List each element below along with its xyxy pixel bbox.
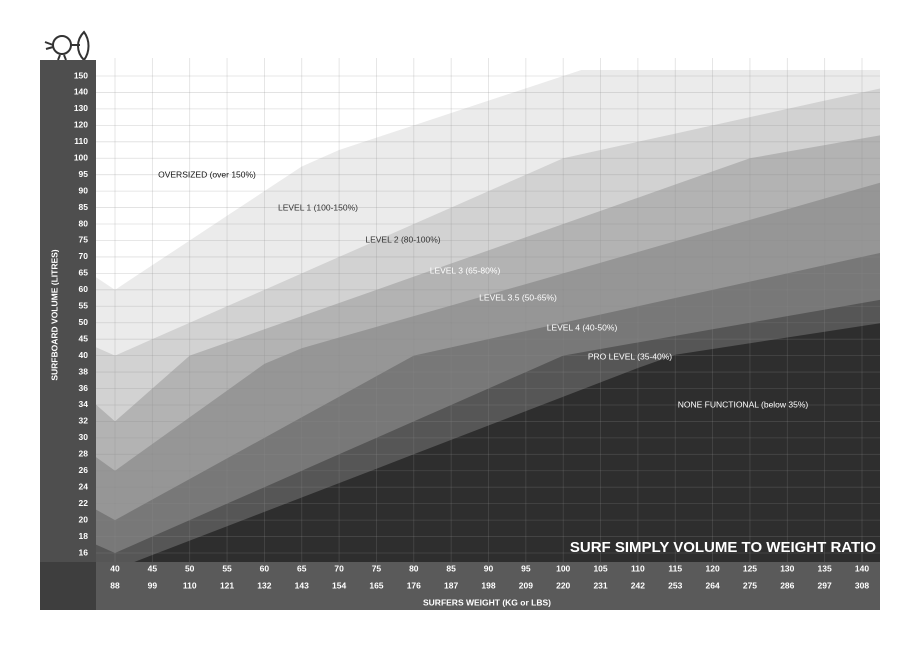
- x-tick-label: 95: [521, 563, 531, 573]
- y-tick-label: 24: [79, 481, 89, 491]
- x2-tick-label: 110: [183, 580, 197, 590]
- x-tick-label: 135: [818, 563, 832, 573]
- y-tick-label: 36: [79, 383, 89, 393]
- y-tick-label: 28: [79, 449, 89, 459]
- band-label: LEVEL 1 (100-150%): [278, 202, 358, 212]
- x-tick-label: 45: [148, 563, 158, 573]
- x2-tick-label: 99: [148, 580, 158, 590]
- band-label: LEVEL 3 (65-80%): [430, 265, 501, 275]
- y-tick-label: 40: [79, 350, 89, 360]
- y-tick-label: 20: [79, 514, 89, 524]
- x-tick-label: 115: [668, 563, 682, 573]
- x2-tick-label: 165: [369, 580, 383, 590]
- y-tick-label: 80: [79, 218, 89, 228]
- x-tick-label: 65: [297, 563, 307, 573]
- x2-tick-label: 253: [668, 580, 682, 590]
- logo: [44, 30, 90, 62]
- x2-tick-label: 297: [818, 580, 832, 590]
- x-tick-label: 105: [593, 563, 607, 573]
- x2-tick-label: 286: [780, 580, 794, 590]
- x-tick-label: 100: [556, 563, 570, 573]
- band-label: LEVEL 2 (80-100%): [365, 234, 440, 244]
- y-tick-label: 16: [79, 547, 89, 557]
- x-tick-label: 110: [631, 563, 645, 573]
- x-tick-label: 60: [260, 563, 270, 573]
- y-tick-label: 95: [79, 169, 89, 179]
- y-tick-label: 75: [79, 235, 89, 245]
- x2-tick-label: 198: [481, 580, 495, 590]
- x2-tick-label: 121: [220, 580, 234, 590]
- x-tick-label: 90: [484, 563, 494, 573]
- y-tick-label: 32: [79, 416, 89, 426]
- y-tick-label: 85: [79, 202, 89, 212]
- y-tick-label: 100: [74, 152, 88, 162]
- x2-tick-label: 209: [519, 580, 533, 590]
- y-axis-label: SURFBOARD VOLUME (LITRES): [49, 249, 59, 380]
- y-tick-label: 110: [74, 136, 88, 146]
- y-tick-label: 140: [74, 87, 88, 97]
- x-axis-panel: [96, 562, 880, 610]
- y-tick-label: 90: [79, 185, 89, 195]
- x-tick-label: 85: [446, 563, 456, 573]
- x-tick-label: 75: [372, 563, 382, 573]
- y-tick-label: 60: [79, 284, 89, 294]
- chart-title: SURF SIMPLY VOLUME TO WEIGHT RATIO: [570, 539, 876, 556]
- x2-tick-label: 264: [706, 580, 720, 590]
- y-tick-label: 120: [74, 120, 88, 130]
- band-label: OVERSIZED (over 150%): [158, 169, 256, 179]
- band: [96, 70, 582, 290]
- y-tick-label: 18: [79, 531, 89, 541]
- x2-tick-label: 176: [407, 580, 421, 590]
- y-tick-label: 30: [79, 432, 89, 442]
- y-tick-label: 130: [74, 103, 88, 113]
- y-tick-label: 45: [79, 333, 89, 343]
- x-tick-label: 125: [743, 563, 757, 573]
- band-label: PRO LEVEL (35-40%): [588, 351, 672, 361]
- x-tick-label: 80: [409, 563, 419, 573]
- x2-tick-label: 220: [556, 580, 570, 590]
- x2-tick-label: 275: [743, 580, 757, 590]
- x2-tick-label: 154: [332, 580, 346, 590]
- x-tick-label: 55: [222, 563, 232, 573]
- x-tick-label: 70: [334, 563, 344, 573]
- y-tick-label: 26: [79, 465, 89, 475]
- x2-tick-label: 231: [593, 580, 607, 590]
- axis-corner: [40, 562, 96, 610]
- y-tick-label: 34: [79, 399, 89, 409]
- band-label: LEVEL 4 (40-50%): [547, 322, 618, 332]
- y-tick-label: 150: [74, 70, 88, 80]
- x-axis-label: SURFERS WEIGHT (KG or LBS): [423, 597, 551, 607]
- x2-tick-label: 88: [110, 580, 120, 590]
- x2-tick-label: 187: [444, 580, 458, 590]
- y-tick-label: 55: [79, 301, 89, 311]
- x-tick-label: 50: [185, 563, 195, 573]
- x2-tick-label: 308: [855, 580, 869, 590]
- band-label: NONE FUNCTIONAL (below 35%): [678, 399, 809, 409]
- band-label: LEVEL 3.5 (50-65%): [479, 292, 557, 302]
- y-tick-label: 38: [79, 366, 89, 376]
- y-tick-label: 22: [79, 498, 89, 508]
- x2-tick-label: 132: [257, 580, 271, 590]
- x2-tick-label: 242: [631, 580, 645, 590]
- x-tick-label: 130: [780, 563, 794, 573]
- y-tick-label: 70: [79, 251, 89, 261]
- x-tick-label: 120: [706, 563, 720, 573]
- x-tick-label: 40: [110, 563, 120, 573]
- y-tick-label: 65: [79, 268, 89, 278]
- x-tick-label: 140: [855, 563, 869, 573]
- y-axis-panel: [40, 60, 96, 610]
- y-tick-label: 50: [79, 317, 89, 327]
- x2-tick-label: 143: [295, 580, 309, 590]
